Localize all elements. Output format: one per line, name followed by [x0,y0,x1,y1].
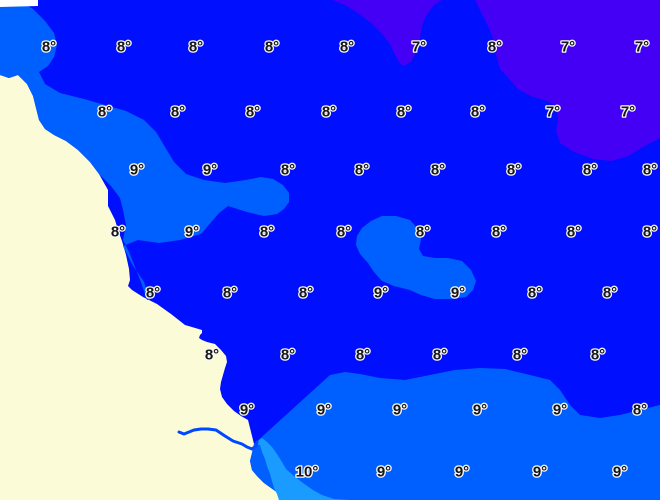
svg-text:8°: 8° [340,39,354,56]
svg-text:8°: 8° [416,224,430,241]
svg-text:8°: 8° [591,347,605,364]
svg-text:9°: 9° [317,402,331,419]
svg-text:9°: 9° [613,464,627,481]
svg-text:8°: 8° [265,39,279,56]
svg-text:9°: 9° [240,402,254,419]
svg-text:7°: 7° [412,39,426,56]
svg-text:8°: 8° [643,224,657,241]
svg-text:8°: 8° [633,402,647,419]
svg-text:8°: 8° [246,104,260,121]
svg-text:8°: 8° [223,285,237,302]
svg-text:9°: 9° [473,402,487,419]
svg-text:9°: 9° [130,162,144,179]
svg-text:9°: 9° [393,402,407,419]
svg-text:9°: 9° [203,162,217,179]
svg-text:9°: 9° [185,224,199,241]
svg-text:8°: 8° [355,162,369,179]
svg-text:8°: 8° [471,104,485,121]
svg-text:7°: 7° [561,39,575,56]
svg-text:7°: 7° [621,104,635,121]
svg-text:9°: 9° [451,285,465,302]
svg-text:8°: 8° [488,39,502,56]
svg-text:8°: 8° [643,162,657,179]
svg-text:7°: 7° [635,39,649,56]
svg-text:8°: 8° [507,162,521,179]
svg-text:8°: 8° [146,285,160,302]
svg-text:8°: 8° [42,39,56,56]
svg-text:8°: 8° [337,224,351,241]
svg-text:9°: 9° [553,402,567,419]
svg-text:8°: 8° [260,224,274,241]
svg-text:8°: 8° [603,285,617,302]
svg-text:9°: 9° [374,285,388,302]
svg-text:8°: 8° [433,347,447,364]
svg-text:8°: 8° [356,347,370,364]
svg-text:8°: 8° [583,162,597,179]
svg-text:7°: 7° [546,104,560,121]
svg-text:8°: 8° [431,162,445,179]
svg-text:8°: 8° [171,104,185,121]
svg-text:8°: 8° [513,347,527,364]
svg-text:10°: 10° [296,464,319,481]
svg-text:8°: 8° [117,39,131,56]
svg-text:8°: 8° [111,224,125,241]
svg-text:8°: 8° [397,104,411,121]
svg-text:8°: 8° [205,347,219,364]
svg-text:8°: 8° [281,162,295,179]
svg-text:9°: 9° [377,464,391,481]
svg-text:8°: 8° [299,285,313,302]
svg-text:9°: 9° [533,464,547,481]
svg-text:9°: 9° [455,464,469,481]
svg-text:8°: 8° [189,39,203,56]
svg-text:8°: 8° [281,347,295,364]
svg-text:8°: 8° [567,224,581,241]
svg-text:8°: 8° [322,104,336,121]
svg-text:8°: 8° [492,224,506,241]
svg-text:8°: 8° [528,285,542,302]
svg-text:8°: 8° [98,104,112,121]
